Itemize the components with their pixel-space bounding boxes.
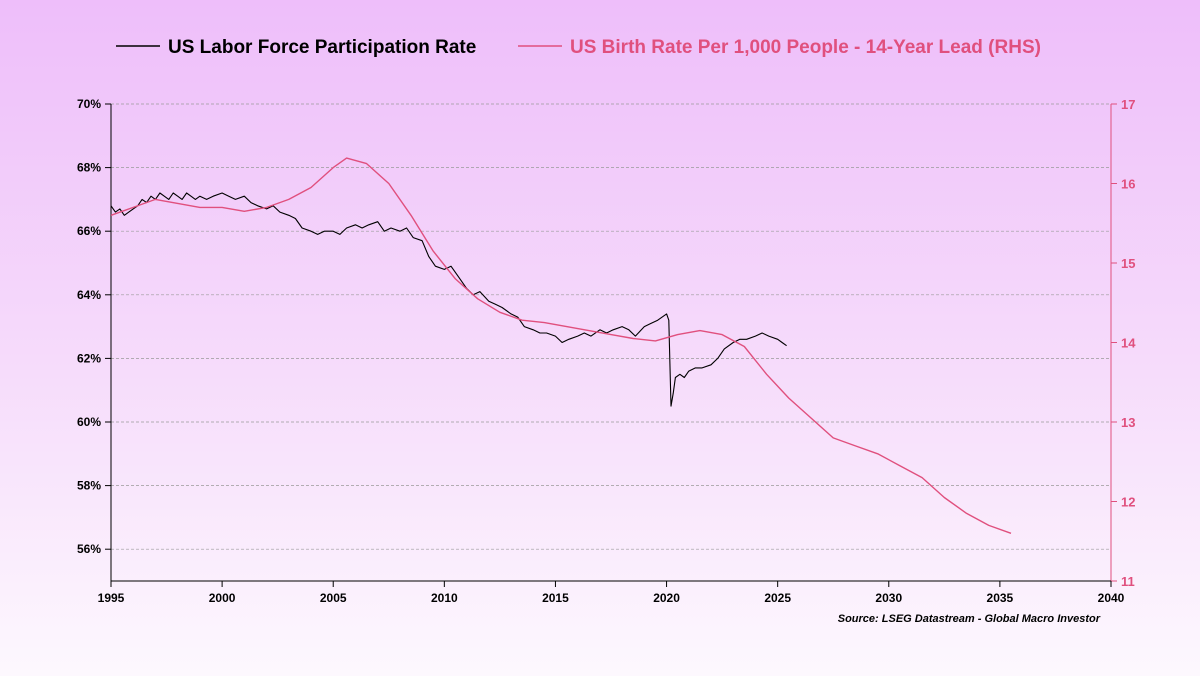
y-right-tick-label: 12 [1121, 495, 1135, 510]
tick-labels: 56% 58% 60% 62% 64% 66% 68% 70% 11 12 13 14 15 16 17 19… [77, 97, 1136, 605]
x-tick-label: 2005 [320, 591, 347, 605]
x-tick-label: 2000 [209, 591, 236, 605]
grid-lines [111, 103, 1111, 550]
y-right-tick-label: 11 [1121, 574, 1135, 589]
y-left-tick-label: 60% [77, 415, 101, 429]
legend: US Labor Force Participation Rate US Bir… [116, 37, 1041, 58]
y-left-tick-label: 62% [77, 351, 101, 365]
y-left-tick-label: 70% [77, 97, 101, 111]
x-tick-label: 2025 [764, 591, 791, 605]
series-line-labor-force-participation [110, 192, 787, 407]
y-right-tick-label: 14 [1121, 336, 1136, 351]
y-left-tick-label: 66% [77, 224, 101, 238]
y-left-tick-label: 58% [77, 479, 101, 493]
series-line-birth-rate [110, 157, 1012, 534]
y-right-tick-label: 17 [1121, 97, 1135, 112]
x-tick-label: 1995 [98, 591, 125, 605]
legend-label-birth-rate: US Birth Rate Per 1,000 People - 14-Year… [570, 37, 1041, 58]
tick-marks [105, 103, 1117, 587]
y-right-tick-label: 15 [1121, 256, 1135, 271]
x-tick-label: 2035 [987, 591, 1014, 605]
source-note: Source: LSEG Datastream - Global Macro I… [838, 613, 1101, 625]
x-tick-label: 2020 [653, 591, 680, 605]
y-left-tick-label: 64% [77, 288, 101, 302]
y-right-tick-label: 16 [1121, 177, 1135, 192]
x-tick-label: 2010 [431, 591, 458, 605]
y-left-tick-label: 68% [77, 161, 101, 175]
y-right-tick-label: 13 [1121, 415, 1135, 430]
y-left-tick-label: 56% [77, 542, 101, 556]
x-tick-label: 2030 [875, 591, 902, 605]
legend-label-lfpr: US Labor Force Participation Rate [168, 37, 476, 58]
x-tick-label: 2015 [542, 591, 569, 605]
series-lines [110, 157, 1012, 534]
x-tick-label: 2040 [1098, 591, 1125, 605]
